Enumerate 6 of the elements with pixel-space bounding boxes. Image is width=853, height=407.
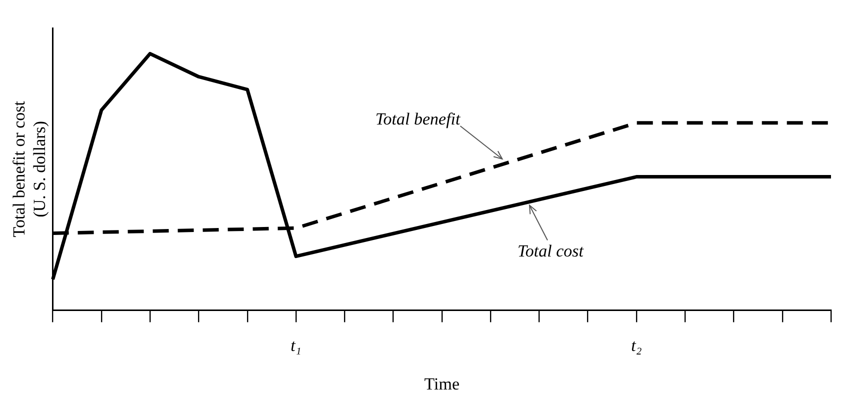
y-axis-title: Total benefit or cost (U. S. dollars) bbox=[10, 100, 50, 238]
x-axis-title: Time bbox=[424, 374, 460, 394]
text: Total benefit bbox=[375, 109, 462, 128]
text: Total cost bbox=[518, 242, 585, 261]
x-tick-label: t₂ bbox=[631, 336, 642, 355]
x-tick-label: t₁ bbox=[290, 336, 302, 355]
